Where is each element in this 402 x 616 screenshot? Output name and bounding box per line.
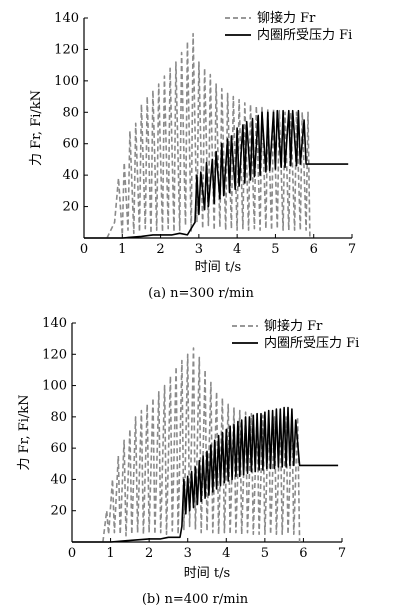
y-tick-label: 120	[42, 347, 67, 362]
y-tick-label: 60	[62, 137, 79, 152]
legend-label: 铆接力 Fr	[264, 318, 323, 334]
caption-b: (b) n=400 r/min	[142, 592, 249, 607]
x-tick-label: 6	[299, 546, 307, 561]
x-tick-label: 7	[338, 546, 346, 561]
series-line-inner-ring-force	[72, 406, 339, 543]
y-tick-label: 100	[42, 379, 67, 394]
x-tick-label: 2	[145, 546, 153, 561]
y-tick-label: 100	[54, 74, 79, 89]
x-axis-title: 时间 t/s	[184, 566, 230, 581]
y-tick-label: 80	[50, 410, 67, 425]
x-tick-label: 4	[222, 546, 230, 561]
x-tick-label: 4	[233, 242, 241, 257]
x-tick-label: 3	[195, 242, 203, 257]
x-axis-title: 时间 t/s	[195, 260, 241, 275]
y-tick-label: 20	[50, 504, 67, 519]
x-tick-label: 1	[118, 242, 126, 257]
x-tick-label: 5	[271, 242, 279, 257]
chart-panel-b: 0 1 2 3 4 5 6 7 20 40 60 80 100 120 140 时间 t/s 力 Fr, Fi/…	[17, 316, 359, 581]
y-tick-label: 60	[50, 441, 67, 456]
y-tick-label: 40	[50, 472, 67, 487]
y-tick-label: 40	[62, 168, 79, 183]
y-tick-label: 140	[54, 11, 79, 26]
y-axis-title: 力 Fr, Fi/kN	[29, 90, 44, 166]
caption-a: (a) n=300 r/min	[148, 286, 254, 301]
x-tick-label: 0	[80, 242, 88, 257]
series-line-riveting-force	[106, 32, 311, 239]
chart-panel-a: 0 1 2 3 4 5 6 7 20 40 60 80 100 120 140 时间 t/s 力 Fr, Fi/…	[29, 10, 356, 275]
legend-label: 内圈所受压力 Fi	[264, 335, 359, 351]
x-tick-label: 7	[348, 242, 356, 257]
x-tick-label: 3	[184, 546, 192, 561]
x-tick-label: 6	[310, 242, 318, 257]
y-tick-label: 140	[42, 316, 67, 331]
x-tick-label: 2	[156, 242, 164, 257]
x-tick-label: 1	[106, 546, 114, 561]
legend-label: 内圈所受压力 Fi	[257, 27, 352, 43]
series-line-inner-ring-force	[84, 109, 349, 239]
y-axis-title: 力 Fr, Fi/kN	[17, 394, 32, 470]
x-tick-label: 0	[68, 546, 76, 561]
y-tick-label: 80	[62, 105, 79, 120]
legend-label: 铆接力 Fr	[257, 10, 316, 26]
x-tick-label: 5	[261, 546, 269, 561]
y-tick-label: 20	[62, 200, 79, 215]
y-tick-label: 120	[54, 42, 79, 57]
